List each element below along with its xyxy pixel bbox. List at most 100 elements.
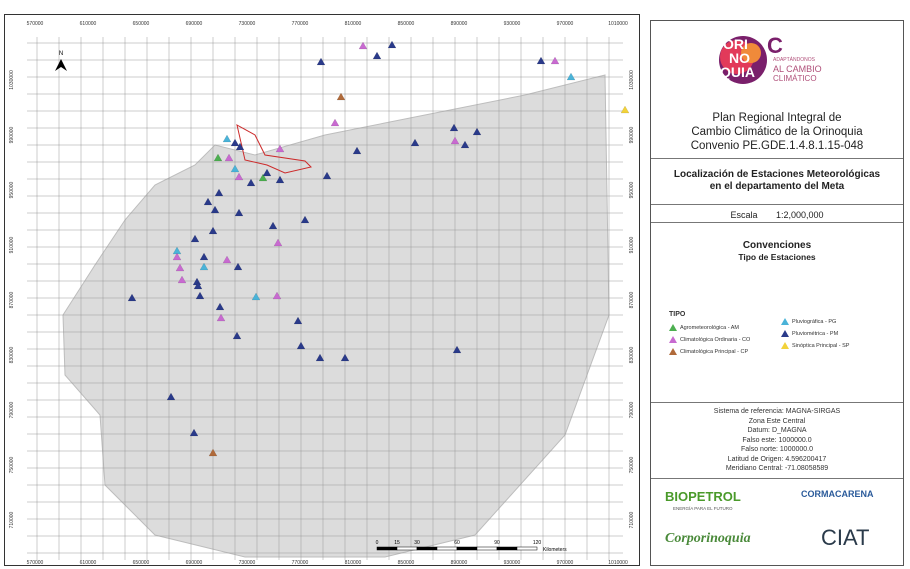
y-tick-label-left: 990000 bbox=[9, 126, 15, 143]
logo-no: NO bbox=[729, 50, 750, 66]
x-tick-label-bottom: 730000 bbox=[239, 560, 256, 566]
station-marker-icon bbox=[203, 197, 213, 206]
station-marker-icon bbox=[358, 41, 368, 50]
station-marker-icon bbox=[189, 428, 199, 437]
station-marker-icon bbox=[372, 51, 382, 60]
y-tick-label-left: 750000 bbox=[9, 456, 15, 473]
map-frame: 570000 570000 610000 610000 650000 650000 6900… bbox=[4, 14, 640, 566]
reference-block: Sistema de referencia: MAGNA-SIRGAS Zona… bbox=[651, 403, 903, 479]
station-marker-icon bbox=[330, 118, 340, 127]
station-marker-icon bbox=[232, 331, 242, 340]
station-marker-icon bbox=[222, 134, 232, 143]
x-tick-label-bottom: 570000 bbox=[27, 560, 44, 566]
logo-quia: QUIA bbox=[720, 64, 755, 80]
station-marker-icon bbox=[550, 56, 560, 65]
x-tick-label-bottom: 850000 bbox=[398, 560, 415, 566]
station-marker-icon bbox=[230, 138, 240, 147]
department-shape bbox=[62, 74, 610, 558]
station-marker-icon bbox=[210, 205, 220, 214]
legend-subtitle: Tipo de Estaciones bbox=[738, 252, 816, 262]
station-marker-icon bbox=[230, 164, 240, 173]
scale-bar-segment bbox=[476, 546, 498, 551]
x-tick-label-top: 810000 bbox=[345, 21, 362, 27]
station-marker-icon bbox=[262, 168, 272, 177]
station-marker-icon bbox=[199, 252, 209, 261]
x-tick-label-bottom: 890000 bbox=[451, 560, 468, 566]
biopetrol-tagline: ENERGÍA PARA EL FUTURO bbox=[673, 506, 733, 511]
station-marker-icon bbox=[566, 72, 576, 81]
legend-item: Pluviométrica - PM bbox=[781, 330, 838, 337]
ref-line: Sistema de referencia: MAGNA-SIRGAS bbox=[713, 408, 841, 415]
station-marker-icon bbox=[208, 448, 218, 457]
map-title-line2: en el departamento del Meta bbox=[709, 181, 845, 192]
station-marker-icon bbox=[246, 178, 256, 187]
station-marker-icon bbox=[449, 123, 459, 132]
x-tick-label-bottom: 690000 bbox=[186, 560, 203, 566]
logo-ori: ORI bbox=[723, 36, 748, 52]
y-tick-label-right: 710000 bbox=[629, 511, 635, 528]
municipality-boundary bbox=[236, 124, 312, 174]
station-marker-icon bbox=[472, 127, 482, 136]
station-marker-icon bbox=[214, 188, 224, 197]
y-tick-label-right: 750000 bbox=[629, 456, 635, 473]
scale-bar-label: 15 bbox=[394, 540, 400, 546]
legend-title: Convenciones bbox=[742, 240, 812, 251]
ref-line: Zona Este Central bbox=[748, 417, 806, 425]
legend-tipo-head: TIPO bbox=[669, 311, 686, 318]
station-marker-icon bbox=[224, 153, 234, 162]
scale-bar-segment bbox=[436, 546, 458, 551]
cormacarena-logo: CORMACARENA bbox=[801, 489, 874, 499]
station-marker-icon bbox=[450, 136, 460, 145]
station-marker-icon bbox=[410, 138, 420, 147]
ref-line: Falso este: 1000000.0 bbox=[742, 436, 812, 444]
scale-bar-label: 60 bbox=[454, 540, 460, 546]
legend-item: Sinóptica Principal - SP bbox=[781, 342, 849, 349]
scale-bar-segment bbox=[396, 546, 418, 551]
logo-tag2: AL CAMBIO bbox=[773, 64, 822, 74]
map-legend-panel: ORI NO QUIA C ADAPTÁNDONOS AL CAMBIO CLI… bbox=[650, 20, 904, 566]
x-tick-label-top: 1010000 bbox=[608, 21, 628, 27]
map-title-block: Localización de Estaciones Meteorológica… bbox=[651, 159, 903, 205]
station-marker-icon bbox=[233, 262, 243, 271]
station-marker-icon bbox=[340, 353, 350, 362]
station-map: 570000 570000 610000 610000 650000 650000 6900… bbox=[9, 21, 635, 566]
y-tick-label-left: 950000 bbox=[9, 181, 15, 198]
station-marker-icon bbox=[199, 262, 209, 271]
legend-label: Climatológica Principal - CP bbox=[680, 348, 749, 355]
ref-line: Falso norte: 1000000.0 bbox=[741, 446, 813, 453]
scale-bar-segment bbox=[496, 546, 518, 551]
station-marker-icon bbox=[336, 92, 346, 101]
station-marker-icon bbox=[195, 291, 205, 300]
legend-item: Climatológica Ordinaria - CO bbox=[669, 336, 750, 343]
corporinoquia-logo: Corporinoquia bbox=[665, 531, 751, 546]
station-marker-icon bbox=[166, 392, 176, 401]
x-tick-label-top: 730000 bbox=[239, 21, 256, 27]
x-tick-label-bottom: 970000 bbox=[557, 560, 574, 566]
station-marker-icon bbox=[275, 175, 285, 184]
y-tick-label-left: 830000 bbox=[9, 346, 15, 363]
station-marker-icon bbox=[193, 281, 203, 290]
station-marker-icon bbox=[460, 140, 470, 149]
x-tick-label-bottom: 1010000 bbox=[608, 560, 628, 566]
station-marker-icon bbox=[172, 252, 182, 261]
ref-line: Datum: D_MAGNA bbox=[747, 427, 807, 434]
station-marker-icon bbox=[620, 105, 630, 114]
scale-bar-label: 0 bbox=[376, 540, 379, 546]
plan-title-line3: Convenio PE.GDE.1.4.8.1.15-048 bbox=[690, 140, 864, 152]
north-arrow-icon bbox=[55, 59, 67, 71]
legend-label: Sinóptica Principal - SP bbox=[792, 342, 850, 349]
station-marker-icon bbox=[275, 144, 285, 153]
logo-tag1: ADAPTÁNDONOS bbox=[773, 57, 815, 63]
station-marker-icon bbox=[272, 291, 282, 300]
station-marker-icon bbox=[215, 302, 225, 311]
logo-tag3: CLIMÁTICO bbox=[773, 74, 817, 83]
x-tick-label-bottom: 770000 bbox=[292, 560, 309, 566]
x-tick-label-bottom: 650000 bbox=[133, 560, 150, 566]
station-marker-icon bbox=[235, 142, 245, 151]
x-tick-label-bottom: 930000 bbox=[504, 560, 521, 566]
y-tick-label-right: 790000 bbox=[629, 401, 635, 418]
station-marker-icon bbox=[352, 146, 362, 155]
legend-triangle-icon bbox=[669, 348, 677, 355]
legend-item: Pluviográfica - PG bbox=[781, 318, 836, 325]
x-tick-label-top: 570000 bbox=[27, 21, 44, 27]
